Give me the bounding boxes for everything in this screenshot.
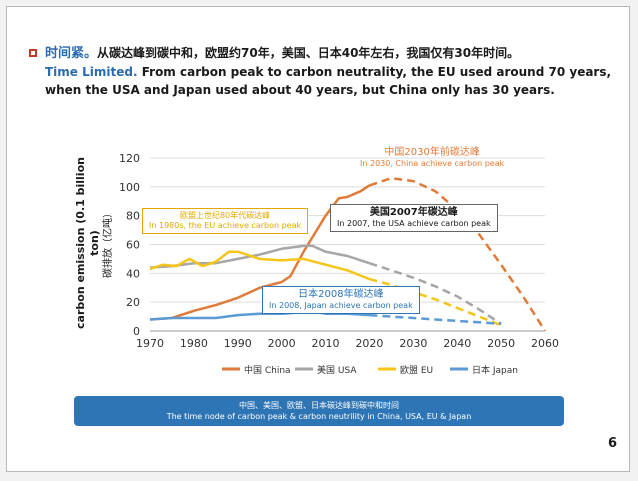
x-tick-label: 2010 (312, 337, 340, 350)
x-tick-label: 1980 (180, 337, 208, 350)
annotation-china-en: In 2030, China achieve carbon peak (360, 159, 505, 168)
annotation-japan-en: In 2008, Japan achieve carbon peak (269, 301, 413, 310)
y-tick-label: 120 (119, 152, 140, 165)
bullet-square-icon (29, 49, 37, 57)
chart-caption-banner: 中国、美国、欧盟、日本碳达峰到碳中和时间 The time node of ca… (74, 396, 564, 426)
headline-en-lead: Time Limited. (45, 65, 138, 79)
headline: 时间紧。从碳达峰到碳中和，欧盟约70年，美国、日本40年左右，我国仅有30年时间… (45, 44, 625, 99)
headline-en-body: From carbon peak to carbon neutrality, t… (45, 65, 612, 97)
annotation-china-cn: 中国2030年前碳达峰 (384, 147, 480, 158)
headline-cn-body: 从碳达峰到碳中和，欧盟约70年，美国、日本40年左右，我国仅有30年时间。 (97, 46, 520, 60)
annotation-eu-cn: 欧盟上世纪80年代碳达峰 (179, 211, 271, 220)
banner-en: The time node of carbon peak & carbon ne… (166, 412, 472, 421)
annotation-eu: 欧盟上世纪80年代碳达峰 In 1980s, the EU achieve ca… (142, 208, 309, 234)
annotation-usa-en: In 2007, the USA achieve carbon peak (337, 219, 491, 228)
annotation-usa: 美国2007年碳达峰 In 2007, the USA achieve carb… (330, 204, 498, 232)
slide: 时间紧。从碳达峰到碳中和，欧盟约70年，美国、日本40年左右，我国仅有30年时间… (6, 6, 630, 472)
x-tick-label: 2040 (443, 337, 471, 350)
x-tick-label: 2050 (487, 337, 515, 350)
y-tick-label: 0 (133, 325, 140, 338)
y-tick-label: 20 (126, 296, 140, 309)
annotation-usa-cn: 美国2007年碳达峰 (369, 207, 458, 218)
annotation-japan: 日本2008年碳达峰 In 2008, Japan achieve carbon… (262, 286, 420, 314)
series-line-2 (149, 250, 370, 281)
series-projection-3 (369, 313, 502, 326)
x-tick-label: 1970 (136, 337, 164, 350)
series-projection-2 (369, 277, 502, 327)
annotation-japan-cn: 日本2008年碳达峰 (298, 289, 384, 300)
legend-label-0: 中国 China (244, 364, 291, 376)
headline-cn-lead: 时间紧。 (45, 46, 98, 61)
x-tick-label: 2060 (531, 337, 559, 350)
banner-cn: 中国、美国、欧盟、日本碳达峰到碳中和时间 (239, 401, 399, 410)
y-tick-label: 80 (126, 210, 140, 223)
chart: 0 20 40 60 80 100 120 1970 1980 1990 2000 2010 2020 2… (70, 138, 578, 388)
x-tick-label: 2000 (268, 337, 296, 350)
x-tick-label: 2030 (399, 337, 427, 350)
legend-label-1: 美国 USA (317, 364, 357, 376)
series-line-1 (149, 244, 370, 269)
legend-label-2: 欧盟 EU (400, 364, 433, 376)
page-number: 6 (608, 436, 618, 451)
legend-label-3: 日本 Japan (472, 364, 518, 376)
series-line-0 (149, 184, 371, 321)
y-tick-label: 100 (119, 181, 140, 194)
y-tick-label: 60 (126, 239, 140, 252)
annotation-china: 中国2030年前碳达峰 In 2030, China achieve carbo… (360, 147, 504, 169)
x-tick-label: 1990 (224, 337, 252, 350)
x-tick-label: 2020 (355, 337, 383, 350)
y-tick-label: 40 (126, 267, 140, 280)
annotation-eu-en: In 1980s, the EU achieve carbon peak (149, 221, 302, 230)
series-projection-1 (369, 262, 502, 325)
